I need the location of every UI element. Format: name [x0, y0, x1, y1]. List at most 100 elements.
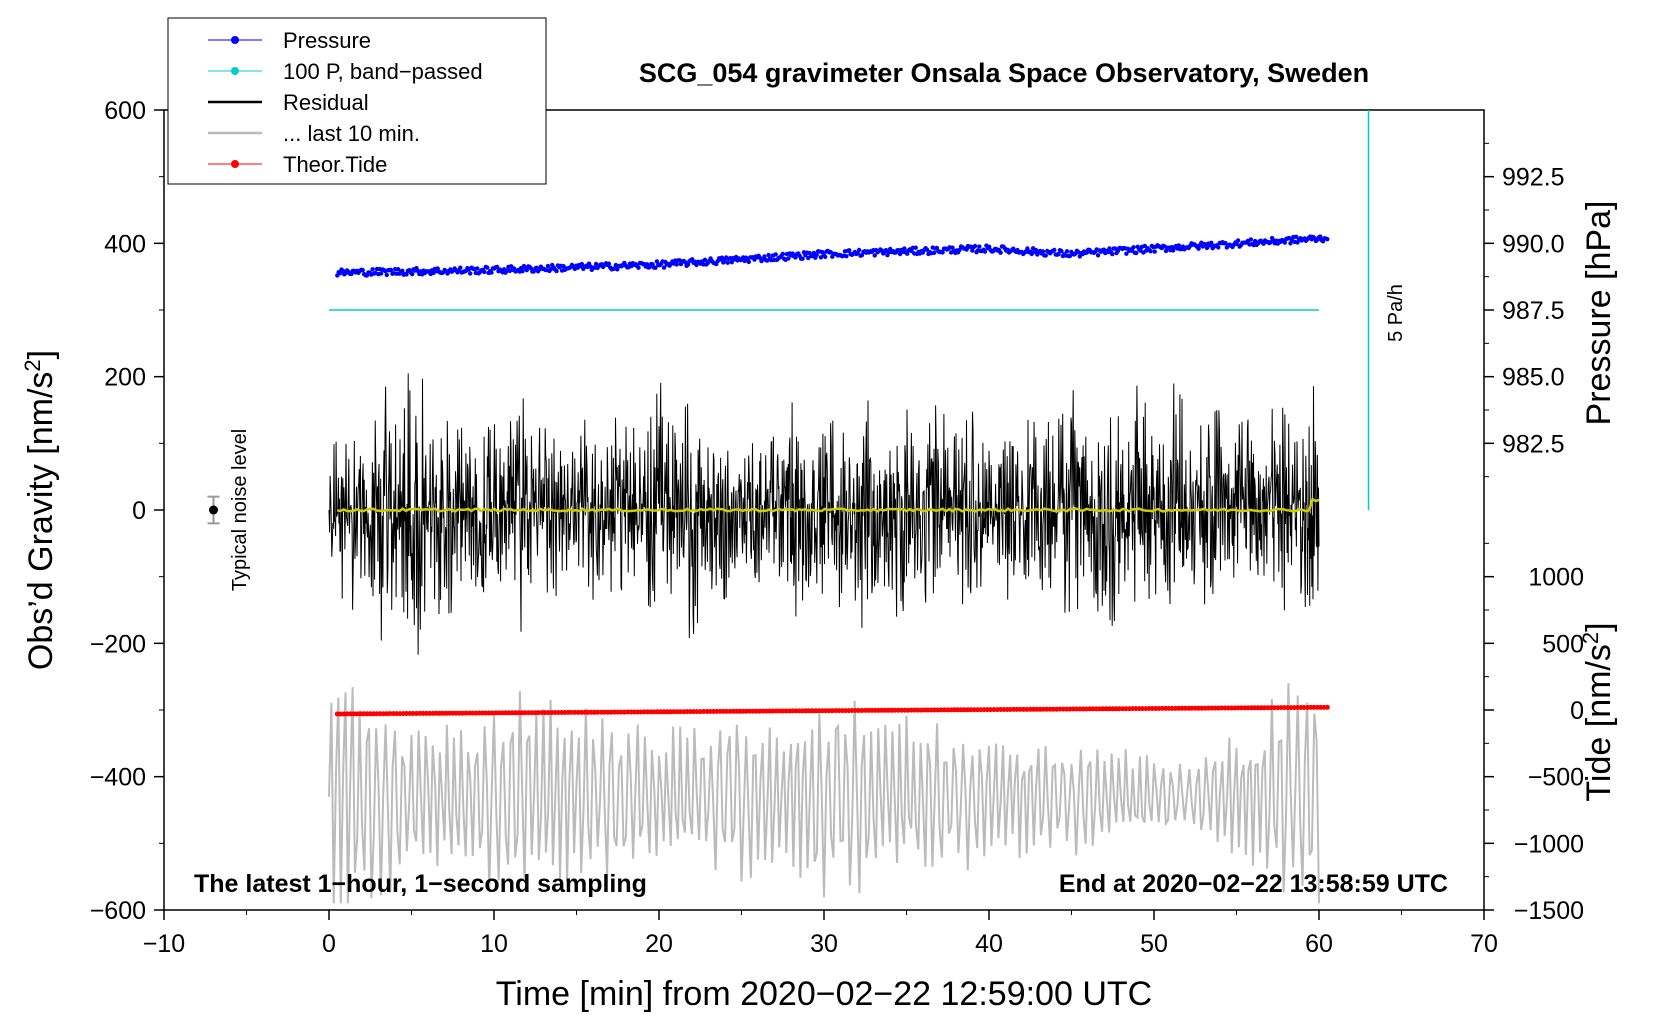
pressure-point [977, 244, 982, 249]
pressure-point [1288, 241, 1293, 246]
pressure-point [814, 252, 819, 258]
pressure-point [650, 262, 655, 267]
pressure-point [1196, 246, 1201, 251]
y-axis-label-pressure: Pressure [hPa] [1580, 201, 1618, 426]
pressure-point [1170, 248, 1176, 253]
pressure-point [786, 256, 791, 261]
pressure-point [1176, 243, 1182, 248]
pressure-point [1252, 238, 1258, 244]
pressure-point [913, 245, 918, 250]
pressure-point [970, 248, 975, 253]
pressure-point [800, 256, 805, 261]
pressure-point [746, 259, 751, 265]
rate-marker-label: 5 Pa/h [1385, 284, 1407, 342]
pressure-point [1216, 245, 1221, 250]
series-pressure [335, 234, 1330, 278]
pressure-point [404, 272, 409, 277]
y-tick-label: 400 [104, 230, 146, 258]
pressure-point [690, 257, 695, 262]
pressure-point [998, 250, 1003, 255]
pressure-point [400, 268, 405, 273]
y-tick-label: −600 [90, 897, 146, 925]
pressure-tick-label: 992.5 [1502, 164, 1565, 192]
pressure-point [674, 262, 679, 267]
legend-label: Residual [283, 90, 369, 115]
series-last-10-min [328, 683, 1320, 904]
pressure-point [520, 269, 525, 274]
pressure-point [545, 263, 551, 269]
series-layer [207, 110, 1370, 904]
pressure-point [957, 247, 962, 253]
x-tick-label: 10 [480, 930, 508, 958]
pressure-point [1235, 238, 1241, 243]
pressure-tick-label: 990.0 [1502, 230, 1565, 258]
pressure-tick-label: 982.5 [1502, 430, 1565, 458]
pressure-point [1318, 234, 1323, 239]
pressure-point [1293, 234, 1299, 239]
legend-label: Theor.Tide [283, 152, 387, 177]
y-left-suffix: ] [22, 350, 60, 359]
pressure-point [1095, 253, 1101, 258]
pressure-point [1040, 249, 1046, 254]
legend-marker [231, 160, 239, 168]
x-tick-label: −10 [143, 930, 185, 958]
axis-ticks: −10 0 10 20 30 40 50 60 70 −600 −400 −200 0 200 400 600… [90, 97, 1584, 958]
pressure-point [579, 261, 585, 267]
pressure-point [494, 264, 500, 270]
y-tick-label: 600 [104, 97, 146, 125]
pressure-point [1152, 249, 1157, 254]
y-tick-label: 0 [132, 497, 146, 525]
pressure-point [725, 260, 730, 265]
pressure-point [1134, 250, 1139, 256]
y-tick-label: −400 [90, 764, 146, 792]
pressure-point [661, 265, 667, 270]
legend: Pressure 100 P, band−passed Residual ... la… [167, 17, 547, 185]
pressure-point [388, 267, 394, 273]
pressure-point [905, 251, 910, 256]
x-tick-label: 20 [645, 930, 673, 958]
pressure-point [1043, 253, 1049, 258]
pressure-point [1248, 237, 1254, 242]
pressure-point [1209, 240, 1214, 245]
annotation-bottom-right: End at 2020−02−22 13:58:59 UTC [1059, 870, 1448, 898]
pressure-point [489, 270, 494, 275]
pressure-point [485, 265, 490, 270]
x-tick-label: 0 [322, 930, 336, 958]
noise-point [209, 505, 218, 515]
noise-marker-label: Typical noise level [229, 429, 251, 591]
pressure-point [654, 259, 660, 264]
pressure-point [468, 271, 473, 276]
tide-tick-label: −1500 [1514, 897, 1584, 925]
pressure-point [1325, 237, 1330, 242]
y-left-sup: 2 [20, 359, 45, 371]
y-tide-suffix: ] [1580, 622, 1618, 631]
pressure-point [1124, 251, 1129, 256]
y-tide-prefix: Tide [nm/s [1580, 644, 1618, 801]
pressure-point [729, 260, 734, 265]
legend-label: ... last 10 min. [283, 121, 420, 146]
pressure-point [859, 253, 865, 258]
y-left-prefix: Obs’d Gravity [nm/s [22, 372, 60, 671]
pressure-point [931, 250, 937, 255]
pressure-point [1234, 241, 1239, 246]
pressure-point [762, 254, 767, 259]
pressure-point [524, 267, 529, 273]
pressure-point [844, 254, 849, 259]
legend-marker [231, 67, 239, 75]
pressure-point [872, 253, 877, 258]
pressure-tick-label: 985.0 [1502, 364, 1565, 392]
tide-tick-label: 500 [1542, 630, 1584, 658]
pressure-point [1110, 251, 1115, 257]
pressure-point [1282, 240, 1288, 245]
legend-label: Pressure [283, 28, 371, 53]
chart-title: SCG_054 gravimeter Onsala Space Observat… [639, 58, 1369, 88]
pressure-point [847, 248, 852, 253]
pressure-point [360, 267, 365, 273]
tide-point [1324, 704, 1330, 710]
pressure-point [1223, 241, 1228, 246]
pressure-point [1107, 246, 1112, 251]
x-axis-label: Time [min] from 2020−02−22 12:59:00 UTC [496, 975, 1152, 1013]
pressure-point [475, 266, 480, 271]
x-tick-label: 60 [1305, 930, 1333, 958]
pressure-point [384, 272, 389, 278]
